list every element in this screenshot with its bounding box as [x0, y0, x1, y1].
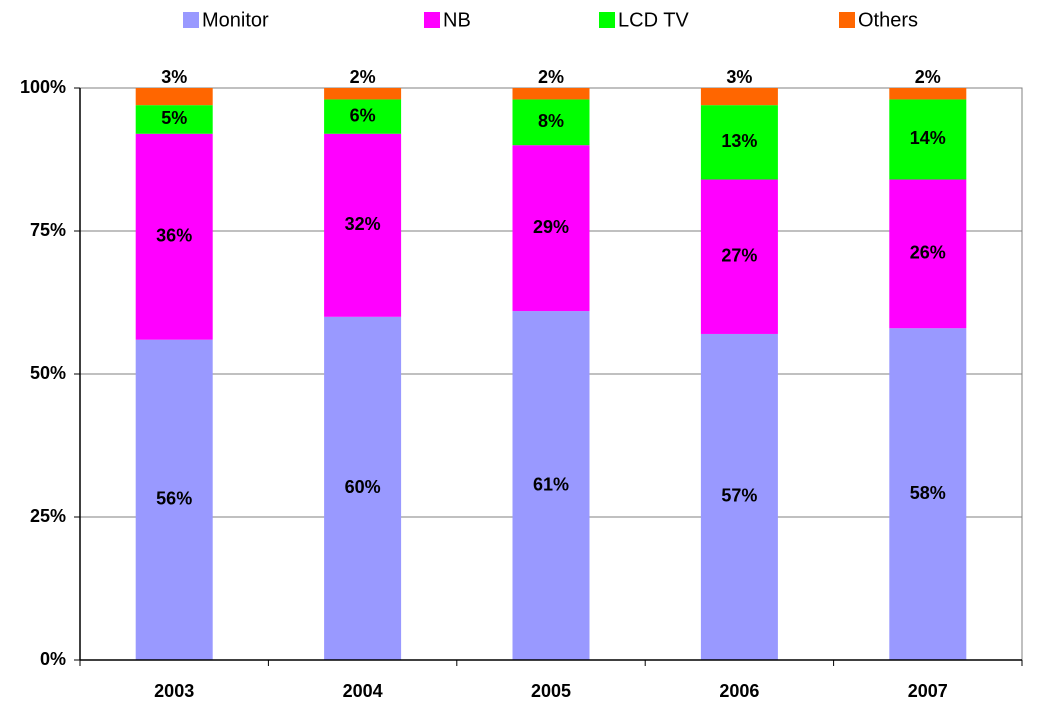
x-tick-label: 2003 [154, 681, 194, 701]
legend-label: Monitor [202, 9, 269, 31]
bar-segment [135, 133, 213, 340]
data-label: 56% [156, 489, 192, 509]
data-label: 3% [161, 67, 187, 87]
data-label: 58% [910, 483, 946, 503]
data-label: 27% [721, 245, 757, 265]
bar-segment [889, 99, 967, 180]
bar-segment [324, 99, 402, 134]
x-tick-label: 2004 [343, 681, 383, 701]
bar-segment [135, 88, 213, 106]
data-label: 2% [915, 67, 941, 87]
y-tick-label: 50% [30, 363, 66, 383]
bar-segment [324, 88, 402, 100]
legend-swatch [599, 12, 615, 28]
bar-segment [324, 133, 402, 317]
x-tick-label: 2006 [719, 681, 759, 701]
data-label: 2% [350, 67, 376, 87]
x-tick-label: 2005 [531, 681, 571, 701]
bar-segment [135, 105, 213, 134]
y-tick-label: 25% [30, 506, 66, 526]
legend-label: LCD TV [618, 9, 689, 31]
data-label: 8% [538, 111, 564, 131]
bar-segment [700, 105, 778, 180]
bar-segment [889, 179, 967, 329]
legend-swatch [839, 12, 855, 28]
data-label: 36% [156, 225, 192, 245]
bar-segment [700, 88, 778, 106]
legend-label: Others [858, 9, 918, 31]
data-label: 61% [533, 474, 569, 494]
y-tick-label: 75% [30, 220, 66, 240]
data-label: 60% [345, 477, 381, 497]
y-tick-label: 0% [40, 649, 66, 669]
bar-segment [700, 179, 778, 334]
bar-segment [512, 145, 590, 312]
data-label: 6% [350, 105, 376, 125]
bar-segment [700, 333, 778, 660]
legend-swatch [183, 12, 199, 28]
data-label: 3% [726, 67, 752, 87]
data-label: 2% [538, 67, 564, 87]
data-label: 13% [721, 131, 757, 151]
y-tick-label: 100% [20, 77, 66, 97]
data-label: 14% [910, 128, 946, 148]
bar-segment [889, 328, 967, 660]
legend-swatch [424, 12, 440, 28]
data-label: 57% [721, 486, 757, 506]
bar-segment [135, 339, 213, 660]
bar-segment [512, 99, 590, 146]
data-label: 5% [161, 108, 187, 128]
x-tick-label: 2007 [908, 681, 948, 701]
data-label: 32% [345, 214, 381, 234]
bar-segment [512, 88, 590, 100]
data-label: 26% [910, 243, 946, 263]
bar-segment [324, 316, 402, 660]
bar-segment [512, 311, 590, 660]
bar-segment [889, 88, 967, 100]
legend-label: NB [443, 9, 471, 31]
data-label: 29% [533, 217, 569, 237]
